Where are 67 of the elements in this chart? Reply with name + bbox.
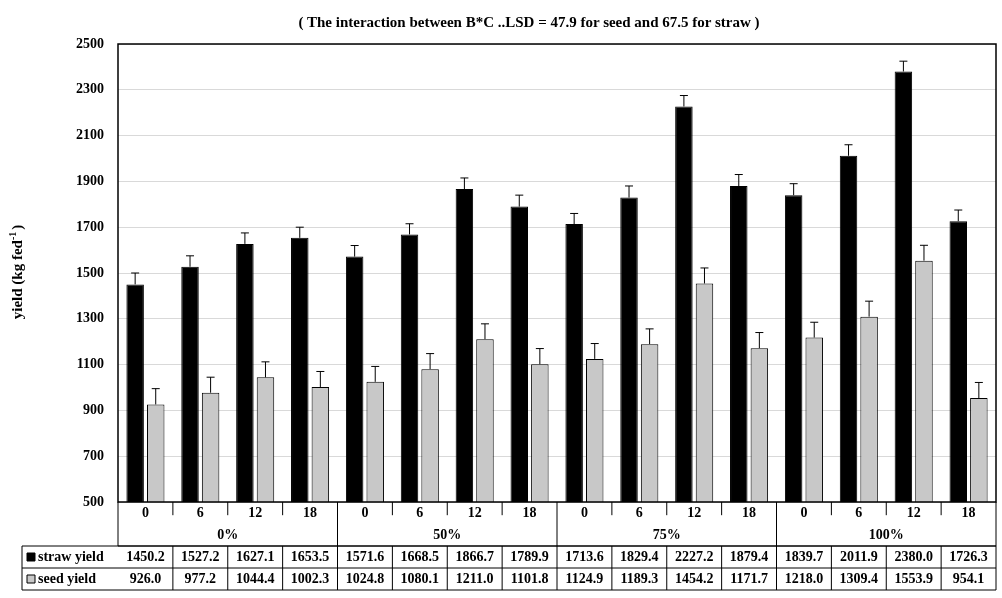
data-label: 2011.9 bbox=[839, 548, 878, 564]
data-label: 1080.1 bbox=[400, 570, 440, 586]
data-label: 1829.4 bbox=[620, 548, 659, 564]
y-tick-label: 2100 bbox=[76, 127, 104, 143]
legend-label: seed yield bbox=[38, 570, 97, 586]
x-tick-label: 18 bbox=[742, 504, 757, 520]
data-label: 1653.5 bbox=[290, 548, 330, 564]
data-label: 1024.8 bbox=[345, 570, 385, 586]
data-label: 1789.9 bbox=[510, 548, 549, 564]
x-tick-label: 0 bbox=[800, 504, 808, 520]
x-tick-label: 12 bbox=[687, 504, 702, 520]
y-tick-label: 1500 bbox=[76, 264, 104, 280]
x-tick-label: 6 bbox=[196, 504, 204, 520]
x-tick-label: 6 bbox=[416, 504, 424, 520]
data-label: 1101.8 bbox=[510, 570, 549, 586]
text: 75% bbox=[652, 526, 681, 542]
data-label: 1450.2 bbox=[126, 548, 165, 564]
x-tick-label: 0 bbox=[361, 504, 369, 520]
x-tick-label: 6 bbox=[855, 504, 863, 520]
legend-label: straw yield bbox=[38, 548, 104, 564]
data-label: 2380.0 bbox=[894, 548, 933, 564]
y-tick-label: 2500 bbox=[76, 35, 104, 51]
x-tick-label: 0 bbox=[141, 504, 149, 520]
data-label: 1171.7 bbox=[730, 570, 768, 586]
data-label: 2227.2 bbox=[674, 548, 714, 564]
data-label: 1044.4 bbox=[235, 570, 275, 586]
data-label: 1218.0 bbox=[784, 570, 824, 586]
y-tick-label: 1700 bbox=[76, 218, 104, 234]
x-tick-label: 18 bbox=[303, 504, 318, 520]
text: 50% bbox=[433, 526, 462, 542]
x-tick-label: 12 bbox=[467, 504, 482, 520]
y-axis-title: yield (kg fed-1) bbox=[6, 224, 26, 320]
y-tick-label: 500 bbox=[83, 493, 104, 509]
data-label: 1002.3 bbox=[290, 570, 330, 586]
y-tick-label: 2300 bbox=[76, 81, 104, 97]
data-label: 1879.4 bbox=[729, 548, 769, 564]
x-tick-label: 12 bbox=[248, 504, 263, 520]
data-label: 1839.7 bbox=[784, 548, 824, 564]
y-tick-label: 1100 bbox=[76, 356, 104, 372]
data-label: 1553.9 bbox=[894, 570, 933, 586]
data-label: 1189.3 bbox=[620, 570, 659, 586]
x-tick-label: 0 bbox=[580, 504, 588, 520]
x-tick-label: 6 bbox=[635, 504, 643, 520]
text: 0% bbox=[217, 526, 239, 542]
text: 100% bbox=[868, 526, 904, 542]
x-tick-label: 12 bbox=[906, 504, 921, 520]
data-label: 1454.2 bbox=[674, 570, 714, 586]
x-tick-label: 18 bbox=[522, 504, 537, 520]
data-label: 1668.5 bbox=[400, 548, 440, 564]
chart-title: ( The interaction between B*C ..LSD = 47.9 for seed and 67.5 for straw ) bbox=[298, 13, 760, 31]
data-label: 1627.1 bbox=[235, 548, 275, 564]
data-label: 1713.6 bbox=[565, 548, 604, 564]
data-label: 926.0 bbox=[129, 570, 162, 586]
data-label: 977.2 bbox=[184, 570, 217, 586]
data-label: 1124.9 bbox=[565, 570, 604, 586]
data-label: 1866.7 bbox=[455, 548, 494, 564]
data-label: 1211.0 bbox=[455, 570, 494, 586]
data-label: 1527.2 bbox=[181, 548, 220, 564]
data-label: 1571.6 bbox=[345, 548, 385, 564]
x-tick-label: 18 bbox=[961, 504, 976, 520]
data-label: 1309.4 bbox=[839, 570, 879, 586]
data-label: 954.1 bbox=[952, 570, 985, 586]
y-tick-label: 700 bbox=[83, 447, 104, 463]
y-tick-label: 900 bbox=[83, 402, 104, 418]
y-tick-label: 1300 bbox=[76, 310, 104, 326]
y-tick-label: 1900 bbox=[76, 173, 104, 189]
data-label: 1726.3 bbox=[949, 548, 988, 564]
